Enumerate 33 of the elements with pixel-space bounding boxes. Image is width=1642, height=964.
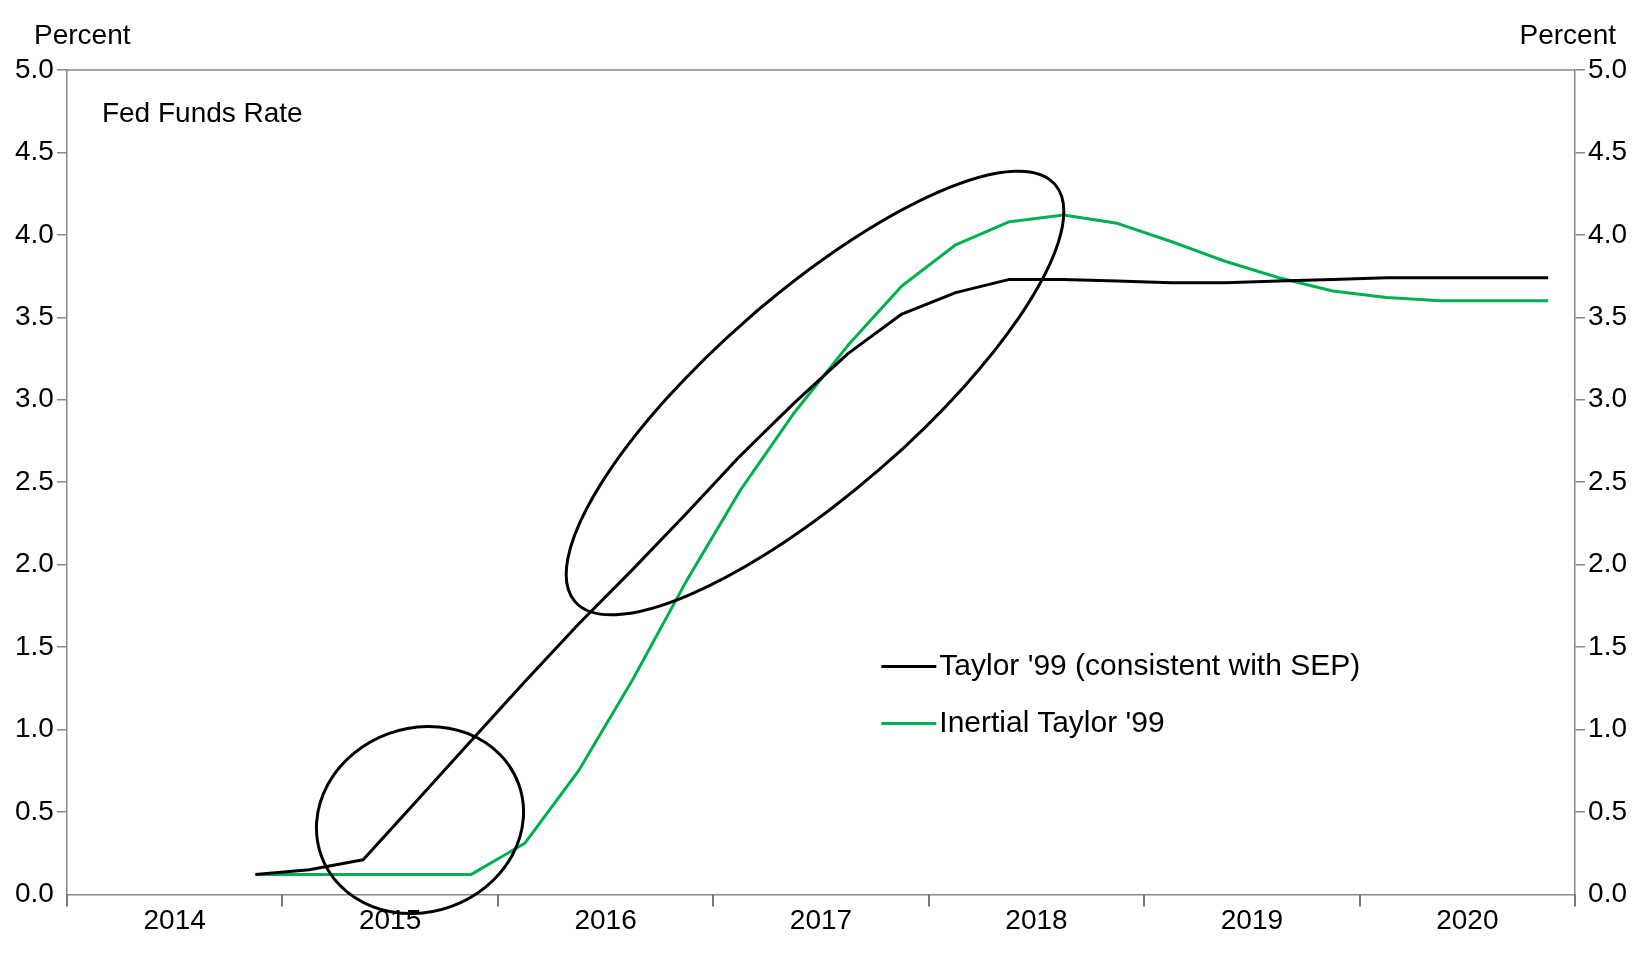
y2-tick-label: 0.5 (1588, 794, 1628, 826)
text: Fed Funds Rate (101, 96, 303, 128)
y-tick-label: 0.0 (14, 877, 54, 909)
y-tick-label: 1.0 (14, 712, 54, 744)
y-tick-label: 2.0 (14, 547, 54, 579)
y-tick-label: 3.5 (14, 300, 54, 332)
x-tick-label: 2016 (574, 903, 637, 935)
x-tick-label: 2014 (143, 903, 206, 935)
y2-tick-label: 3.5 (1588, 300, 1628, 332)
y2-tick-label: 2.5 (1588, 464, 1628, 496)
y-tick-label: 3.0 (14, 382, 54, 414)
y-tick-label: 5.0 (14, 52, 54, 84)
y2-tick-label: 4.5 (1588, 135, 1628, 167)
x-tick-label: 2018 (1005, 903, 1068, 935)
y2-tick-label: 1.0 (1588, 712, 1628, 744)
y-axis-title: Percent (34, 18, 131, 50)
y-tick-label: 1.5 (14, 629, 54, 661)
legend-label: Taylor '99 (consistent with SEP) (939, 647, 1361, 681)
x-tick-label: 2020 (1436, 903, 1499, 935)
y-tick-label: 2.5 (14, 464, 54, 496)
y2-tick-label: 3.0 (1588, 382, 1628, 414)
y2-tick-label: 0.0 (1588, 877, 1628, 909)
y2-axis-title: Percent (1519, 18, 1617, 50)
y-tick-label: 4.5 (14, 135, 54, 167)
x-tick-label: 2019 (1220, 903, 1284, 935)
y2-tick-label: 4.0 (1588, 217, 1628, 249)
y2-tick-label: 5.0 (1588, 52, 1628, 84)
y2-tick-label: 1.5 (1588, 629, 1628, 661)
x-tick-label: 2017 (789, 903, 853, 935)
y2-tick-label: 2.0 (1588, 547, 1628, 579)
y-tick-label: 4.0 (14, 217, 54, 249)
y-tick-label: 0.5 (14, 794, 54, 826)
legend-label: Inertial Taylor '99 (939, 704, 1165, 738)
